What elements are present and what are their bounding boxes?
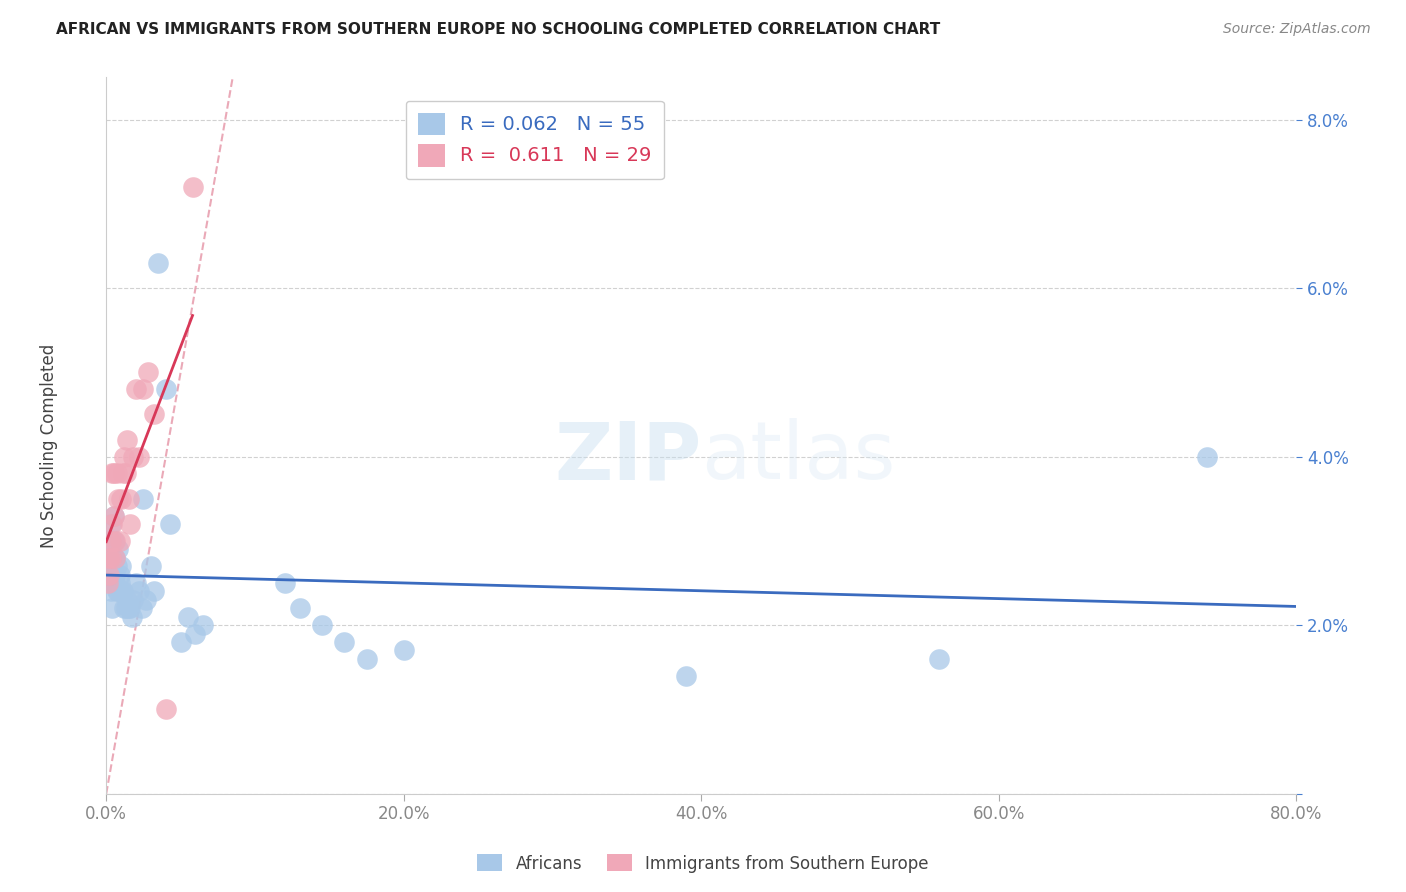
Point	[132, 491, 155, 506]
Text: Source: ZipAtlas.com: Source: ZipAtlas.com	[1223, 22, 1371, 37]
Point	[115, 433, 138, 447]
Point	[112, 601, 135, 615]
Point	[108, 567, 131, 582]
Point	[104, 576, 127, 591]
Point	[139, 559, 162, 574]
Legend: R = 0.062   N = 55, R =  0.611   N = 29: R = 0.062 N = 55, R = 0.611 N = 29	[405, 101, 664, 179]
Point	[111, 467, 134, 481]
Point	[104, 550, 127, 565]
Point	[155, 702, 177, 716]
Point	[117, 601, 139, 615]
Point	[104, 533, 127, 548]
Point	[103, 567, 125, 582]
Text: AFRICAN VS IMMIGRANTS FROM SOUTHERN EUROPE NO SCHOOLING COMPLETED CORRELATION CH: AFRICAN VS IMMIGRANTS FROM SOUTHERN EURO…	[56, 22, 941, 37]
Point	[191, 618, 214, 632]
Point	[356, 652, 378, 666]
Point	[184, 626, 207, 640]
Point	[101, 467, 124, 481]
Point	[118, 601, 141, 615]
Point	[104, 550, 127, 565]
Point	[311, 618, 333, 632]
Point	[128, 450, 150, 464]
Point	[105, 584, 128, 599]
Point	[125, 382, 148, 396]
Point	[103, 467, 125, 481]
Point	[100, 516, 122, 531]
Point	[111, 584, 134, 599]
Point	[122, 592, 145, 607]
Point	[115, 592, 138, 607]
Point	[159, 516, 181, 531]
Point	[107, 542, 129, 557]
Point	[98, 567, 121, 582]
Point	[675, 669, 697, 683]
Point	[100, 533, 122, 548]
Point	[98, 567, 121, 582]
Point	[114, 467, 136, 481]
Point	[181, 180, 204, 194]
Point	[107, 584, 129, 599]
Point	[97, 576, 120, 591]
Point	[333, 635, 356, 649]
Point	[97, 559, 120, 574]
Point	[148, 256, 170, 270]
Point	[110, 559, 132, 574]
Point	[169, 635, 191, 649]
Point	[136, 365, 159, 379]
Point	[155, 382, 177, 396]
Point	[108, 533, 131, 548]
Point	[105, 559, 128, 574]
Point	[928, 652, 950, 666]
Point	[104, 567, 127, 582]
Point	[122, 450, 145, 464]
Point	[274, 576, 297, 591]
Text: ZIP: ZIP	[554, 418, 702, 496]
Point	[98, 550, 121, 565]
Point	[118, 516, 141, 531]
Point	[114, 601, 136, 615]
Point	[100, 550, 122, 565]
Point	[142, 584, 165, 599]
Point	[105, 467, 128, 481]
Point	[110, 584, 132, 599]
Point	[177, 609, 200, 624]
Point	[101, 576, 124, 591]
Point	[135, 592, 157, 607]
Point	[107, 491, 129, 506]
Point	[121, 609, 143, 624]
Point	[131, 601, 153, 615]
Point	[288, 601, 311, 615]
Point	[108, 576, 131, 591]
Point	[101, 559, 124, 574]
Point	[100, 550, 122, 565]
Point	[117, 491, 139, 506]
Legend: Africans, Immigrants from Southern Europe: Africans, Immigrants from Southern Europ…	[471, 847, 935, 880]
Point	[110, 491, 132, 506]
Point	[132, 382, 155, 396]
Point	[101, 601, 124, 615]
Point	[142, 408, 165, 422]
Point	[98, 533, 121, 548]
Point	[392, 643, 415, 657]
Point	[1197, 450, 1219, 464]
Point	[128, 584, 150, 599]
Text: No Schooling Completed: No Schooling Completed	[41, 344, 58, 548]
Text: atlas: atlas	[702, 418, 896, 496]
Point	[103, 533, 125, 548]
Point	[101, 516, 124, 531]
Point	[103, 508, 125, 523]
Point	[125, 576, 148, 591]
Point	[112, 450, 135, 464]
Point	[103, 508, 125, 523]
Point	[100, 584, 122, 599]
Point	[103, 550, 125, 565]
